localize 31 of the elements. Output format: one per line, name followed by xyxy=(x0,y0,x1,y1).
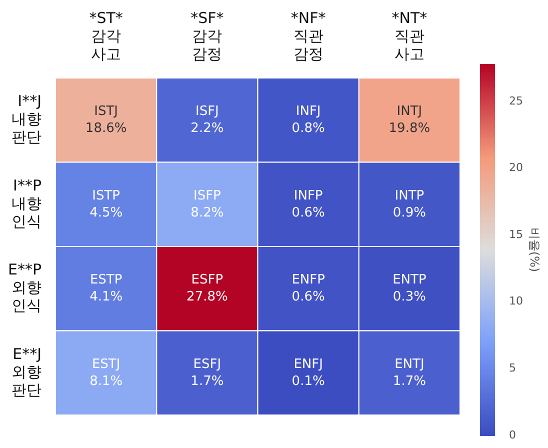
x-tick-label: *NT* 직관 사고 xyxy=(392,8,428,63)
y-tick-label: I**J 내향 판단 xyxy=(12,92,42,146)
x-tick-label: *SF* 감각 감정 xyxy=(190,8,224,63)
data-label: ISTP 4.5% xyxy=(90,188,123,220)
data-label: INFJ 0.8% xyxy=(292,104,325,136)
color-bar-title: 비율(%) xyxy=(528,227,542,272)
y-tick-label: I**P 내향 인식 xyxy=(12,176,42,230)
color-bar-label: 10 xyxy=(509,294,523,308)
data-label: ESFP 27.8% xyxy=(186,272,228,304)
data-label: ISFJ 2.2% xyxy=(190,104,224,136)
x-tick-label: *NF* 직관 감정 xyxy=(290,8,326,63)
y-tick-label: E**P 외향 인식 xyxy=(8,260,42,315)
color-bar-label: 25 xyxy=(509,94,523,108)
color-bar-label: 0 xyxy=(509,428,516,442)
color-bar-label: 15 xyxy=(509,228,523,241)
data-label: ENTP 0.3% xyxy=(392,272,426,304)
data-label: INTP 0.9% xyxy=(392,188,426,220)
data-label: ESTJ 8.1% xyxy=(90,356,123,389)
data-label: ENTJ 1.7% xyxy=(392,356,426,389)
data-label: ISTJ 18.6% xyxy=(85,104,127,136)
data-label: ISFP 8.2% xyxy=(190,188,224,220)
data-label: ENFJ 0.1% xyxy=(292,356,325,389)
x-tick-label: *ST* 감각 사고 xyxy=(89,8,124,63)
color-bar-label: 5 xyxy=(509,361,516,374)
data-label: ESTP 4.1% xyxy=(90,272,123,304)
data-label: INFP 0.6% xyxy=(292,188,325,220)
color-bar-label: 20 xyxy=(509,161,523,174)
data-label: ESFJ 1.7% xyxy=(190,356,224,389)
y-tick-label: E**J 외향 판단 xyxy=(12,344,42,399)
data-label: ENFP 0.6% xyxy=(292,272,326,304)
data-label: INTJ 19.8% xyxy=(388,104,430,136)
